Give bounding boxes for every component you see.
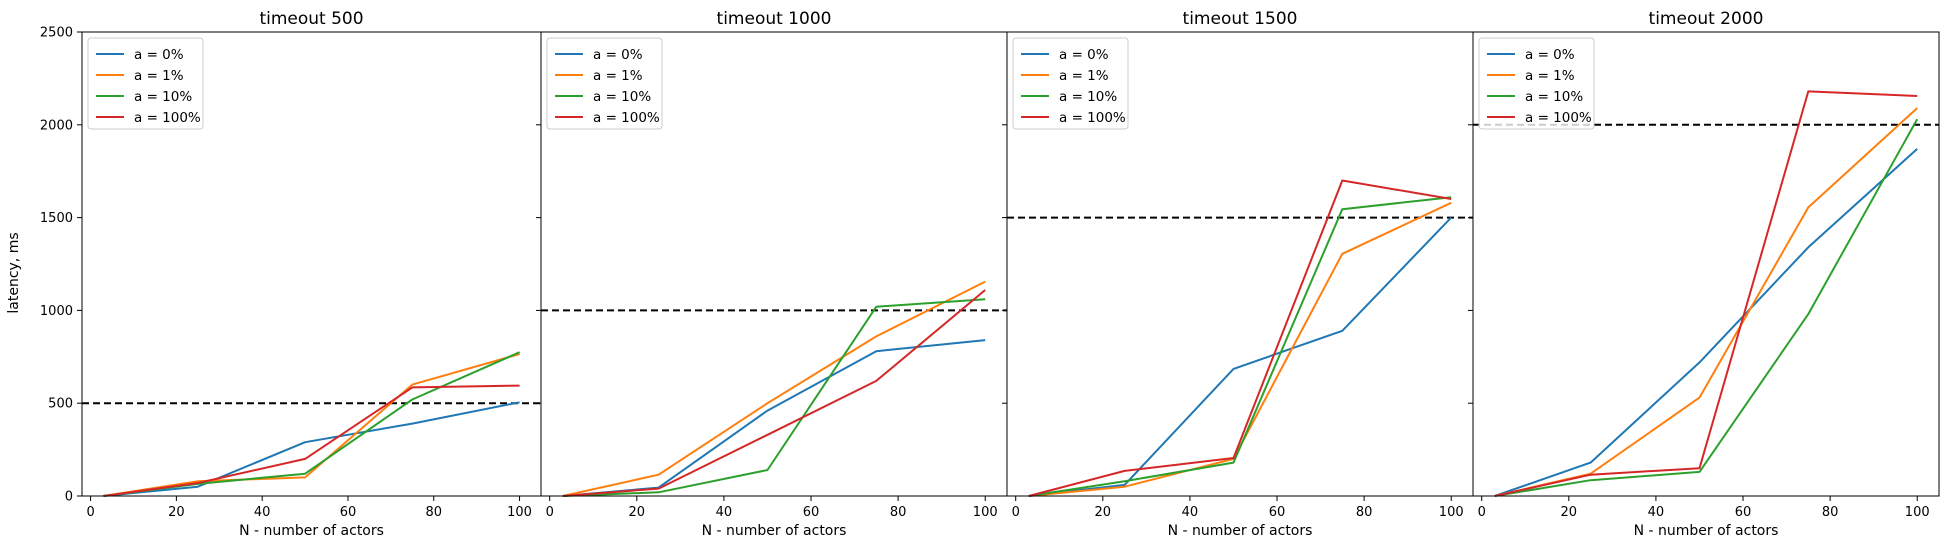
legend-entry: a = 10% xyxy=(1059,89,1117,105)
legend: a = 0% a = 1% a = 10% a = 100% xyxy=(546,37,663,130)
plot-frame xyxy=(1472,31,1940,497)
x-tick-label: 100 xyxy=(1905,505,1930,520)
legend-box xyxy=(1012,37,1129,130)
x-tick-label: 60 xyxy=(1735,505,1752,520)
x-tick-label: 20 xyxy=(1561,505,1578,520)
series-line-1-percent xyxy=(1494,107,1918,497)
series-line-10-percent xyxy=(562,298,986,497)
legend-entry: a = 10% xyxy=(593,89,651,105)
chart-panel-2: timeout 1000 0 20 40 60 80 100 N - number of ac… xyxy=(536,9,1008,539)
legend-entry: a = 0% xyxy=(593,47,643,63)
x-tick-label: 100 xyxy=(973,505,998,520)
series-line-0-percent xyxy=(103,401,520,497)
x-tick-label: 80 xyxy=(1356,505,1373,520)
legend-entry: a = 100% xyxy=(1059,110,1126,126)
y-tick-label: 500 xyxy=(48,397,73,412)
panel-title: timeout 1000 xyxy=(717,9,832,29)
x-tick-label: 40 xyxy=(1182,505,1199,520)
legend-box xyxy=(87,37,204,130)
panel-title: timeout 500 xyxy=(259,9,363,29)
x-tick-label: 40 xyxy=(1648,505,1665,520)
series-line-10-percent xyxy=(1494,118,1919,497)
series-line-1-percent xyxy=(562,280,986,497)
x-tick-label: 20 xyxy=(168,505,185,520)
series-line-0-percent xyxy=(1028,216,1452,497)
x-tick-label: 60 xyxy=(803,505,820,520)
x-tick-label: 60 xyxy=(340,505,357,520)
legend: a = 0% a = 1% a = 10% a = 100% xyxy=(87,37,204,130)
legend: a = 0% a = 1% a = 10% a = 100% xyxy=(1012,37,1129,130)
y-tick-label: 1500 xyxy=(40,211,73,226)
x-axis-label: N - number of actors xyxy=(1634,523,1779,539)
series-line-100-percent xyxy=(562,289,986,497)
x-tick-label: 20 xyxy=(1095,505,1112,520)
y-tick-label: 2000 xyxy=(40,118,73,133)
panel-title: timeout 2000 xyxy=(1649,9,1764,29)
series-line-100-percent xyxy=(1028,179,1452,497)
chart-panel-3: timeout 1500 0 20 40 60 80 100 N - number of ac… xyxy=(1002,9,1474,539)
legend-entry: a = 1% xyxy=(593,68,643,84)
x-tick-label: 60 xyxy=(1269,505,1286,520)
legend-entry: a = 10% xyxy=(134,89,192,105)
series-line-1-percent xyxy=(103,353,520,497)
legend-entry: a = 0% xyxy=(134,47,184,63)
y-tick-label: 1000 xyxy=(40,304,73,319)
legend-entry: a = 0% xyxy=(1525,47,1575,63)
series-line-100-percent xyxy=(103,384,520,497)
y-tick-label: 2500 xyxy=(40,26,73,41)
y-tick-label: 0 xyxy=(65,490,73,505)
x-tick-label: 40 xyxy=(716,505,733,520)
series-line-10-percent xyxy=(103,351,521,497)
legend-box xyxy=(546,37,663,130)
series-line-1-percent xyxy=(1028,201,1452,497)
series-line-100-percent xyxy=(1494,90,1918,497)
series-line-0-percent xyxy=(562,339,986,497)
legend-entry: a = 1% xyxy=(1059,68,1109,84)
chart-panel-4: timeout 2000 0 20 40 60 80 100 N - number of ac… xyxy=(1468,9,1940,539)
legend-box xyxy=(1478,37,1595,130)
x-axis-label: N - number of actors xyxy=(702,523,847,539)
legend-entry: a = 10% xyxy=(1525,89,1583,105)
series-line-0-percent xyxy=(1494,148,1918,497)
legend-entry: a = 100% xyxy=(1525,110,1592,126)
legend-entry: a = 1% xyxy=(134,68,184,84)
legend-entry: a = 100% xyxy=(134,110,201,126)
legend: a = 0% a = 1% a = 10% a = 100% xyxy=(1478,37,1595,130)
legend-entry: a = 100% xyxy=(593,110,660,126)
x-tick-label: 40 xyxy=(254,505,271,520)
x-axis-label: N - number of actors xyxy=(239,523,384,539)
x-tick-label: 100 xyxy=(507,505,532,520)
x-tick-label: 80 xyxy=(1822,505,1839,520)
x-axis-label: N - number of actors xyxy=(1168,523,1313,539)
x-tick-label: 0 xyxy=(546,505,554,520)
legend-entry: a = 1% xyxy=(1525,68,1575,84)
x-tick-label: 0 xyxy=(1478,505,1486,520)
x-tick-label: 100 xyxy=(1439,505,1464,520)
x-tick-label: 20 xyxy=(629,505,646,520)
x-tick-label: 0 xyxy=(86,505,94,520)
x-tick-label: 80 xyxy=(890,505,907,520)
panel-title: timeout 1500 xyxy=(1183,9,1298,29)
x-tick-label: 0 xyxy=(1012,505,1020,520)
y-axis-label: latency, ms xyxy=(6,232,22,313)
legend-entry: a = 0% xyxy=(1059,47,1109,63)
x-tick-label: 80 xyxy=(425,505,442,520)
series-line-10-percent xyxy=(1028,196,1452,497)
